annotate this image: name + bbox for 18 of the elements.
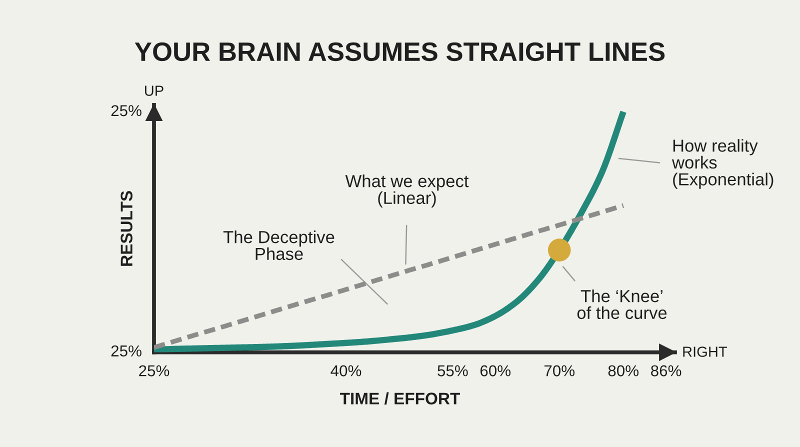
- x-tick-label: 40%: [330, 365, 362, 376]
- x-tick-label: 86%: [651, 365, 682, 376]
- annotation: How reality works (Exponential): [672, 139, 774, 189]
- y-axis-title: RESULTS: [120, 191, 132, 266]
- x-tick-label: 70%: [544, 365, 575, 376]
- x-tick-label: 55%: [438, 365, 468, 376]
- chart-title: YOUR BRAIN ASSUMES STRAIGHT LINES: [134, 42, 665, 62]
- annotation: The ‘Knee’ of the curve: [577, 290, 667, 320]
- x-axis-title: TIME / EFFORT: [340, 392, 460, 405]
- annotation: What we expect (Linear): [345, 174, 469, 208]
- text: 25%: [111, 105, 142, 116]
- annotation: The Deceptive Phase: [223, 230, 334, 260]
- text: RIGHT: [683, 346, 728, 357]
- x-tick-label: 25%: [139, 365, 170, 376]
- x-tick-label: 80%: [608, 365, 639, 376]
- text: UP: [144, 86, 164, 96]
- text: 25%: [111, 345, 142, 357]
- x-tick-label: 60%: [480, 365, 511, 376]
